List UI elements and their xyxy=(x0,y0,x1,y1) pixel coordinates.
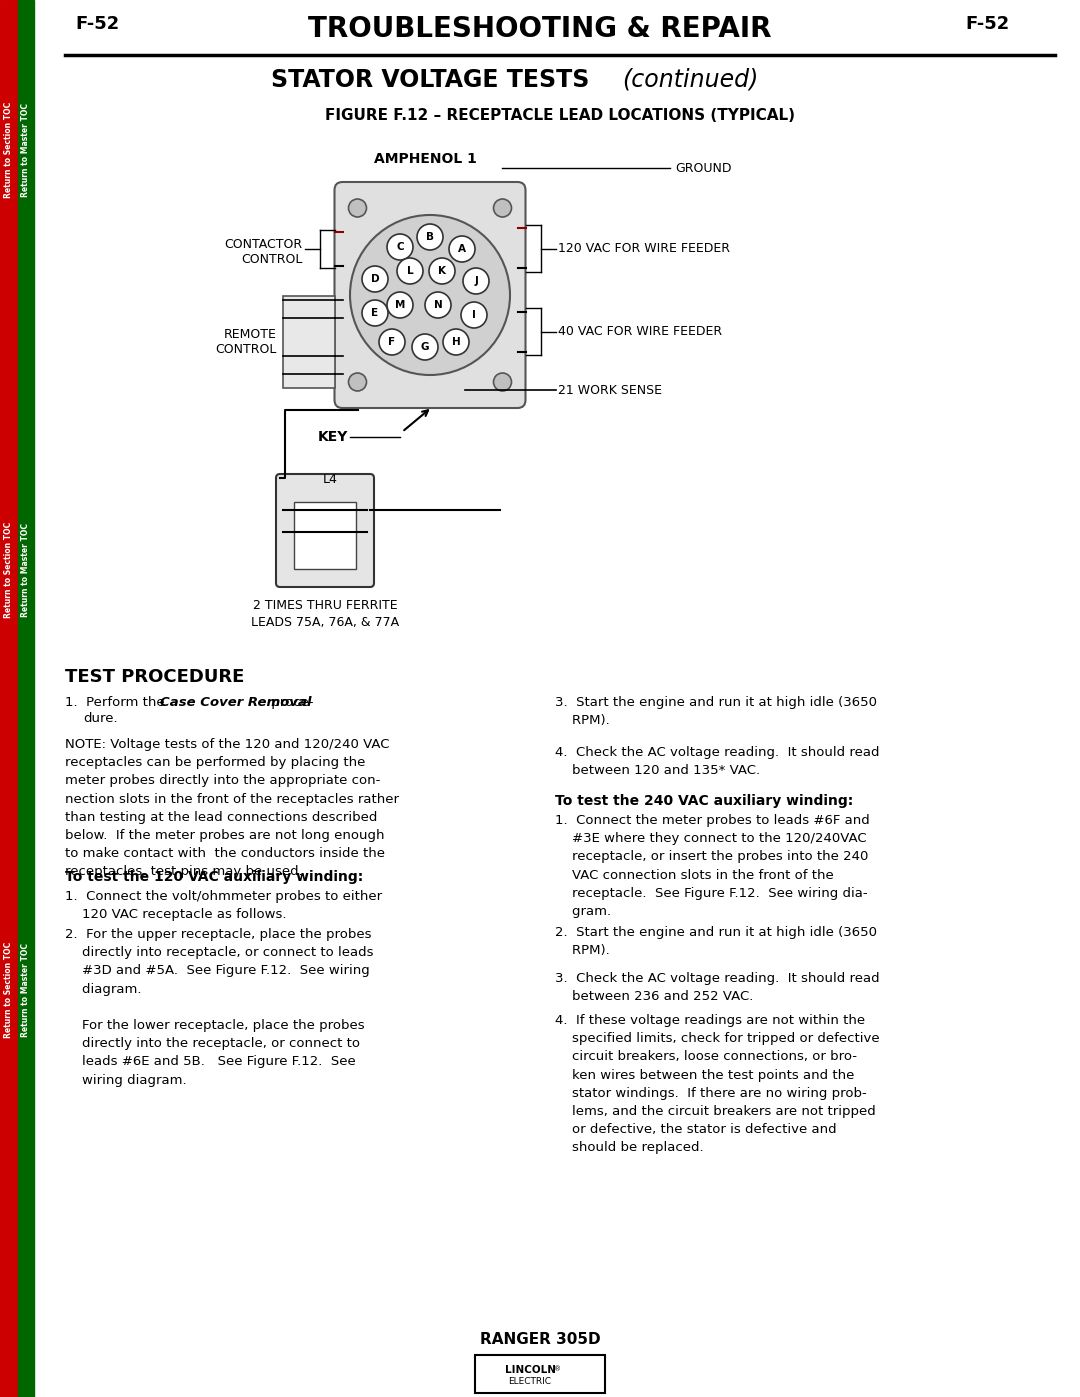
Text: 3.  Check the AC voltage reading.  It should read
    between 236 and 252 VAC.: 3. Check the AC voltage reading. It shou… xyxy=(555,972,879,1003)
Text: 3.  Start the engine and run it at high idle (3650
    RPM).: 3. Start the engine and run it at high i… xyxy=(555,696,877,728)
Circle shape xyxy=(387,235,413,260)
Circle shape xyxy=(387,292,413,319)
Text: Return to Section TOC: Return to Section TOC xyxy=(4,102,14,198)
Text: TROUBLESHOOTING & REPAIR: TROUBLESHOOTING & REPAIR xyxy=(308,15,772,43)
Text: I: I xyxy=(472,310,476,320)
Bar xyxy=(0,0,18,1397)
Text: D: D xyxy=(370,274,379,284)
Text: GROUND: GROUND xyxy=(675,162,731,175)
Text: A: A xyxy=(458,244,465,254)
Bar xyxy=(475,1355,605,1393)
Text: RANGER 305D: RANGER 305D xyxy=(480,1331,600,1347)
Text: L4: L4 xyxy=(323,474,337,486)
Circle shape xyxy=(362,300,388,326)
Text: C: C xyxy=(396,242,404,251)
Text: NOTE: Voltage tests of the 120 and 120/240 VAC
receptacles can be performed by p: NOTE: Voltage tests of the 120 and 120/2… xyxy=(65,738,399,879)
Text: AMPHENOL 1: AMPHENOL 1 xyxy=(374,152,476,166)
Text: ®: ® xyxy=(554,1366,562,1372)
Text: Return to Master TOC: Return to Master TOC xyxy=(22,103,30,197)
Text: STATOR VOLTAGE TESTS: STATOR VOLTAGE TESTS xyxy=(271,68,590,92)
Circle shape xyxy=(349,198,366,217)
Text: LINCOLN: LINCOLN xyxy=(504,1365,555,1375)
Circle shape xyxy=(411,334,438,360)
Text: Return to Section TOC: Return to Section TOC xyxy=(4,522,14,617)
Text: Case Cover Removal: Case Cover Removal xyxy=(160,696,311,710)
Circle shape xyxy=(379,330,405,355)
Text: (continued): (continued) xyxy=(622,68,758,92)
Circle shape xyxy=(417,224,443,250)
Text: M: M xyxy=(395,300,405,310)
Text: ELECTRIC: ELECTRIC xyxy=(509,1377,552,1386)
Text: 21 WORK SENSE: 21 WORK SENSE xyxy=(558,384,662,397)
Circle shape xyxy=(362,265,388,292)
Text: 1.  Perform the: 1. Perform the xyxy=(65,696,168,710)
Text: G: G xyxy=(421,342,429,352)
Circle shape xyxy=(463,268,489,293)
Text: KEY: KEY xyxy=(318,430,348,444)
Text: To test the 240 VAC auxiliary winding:: To test the 240 VAC auxiliary winding: xyxy=(555,793,853,807)
Text: 40 VAC FOR WIRE FEEDER: 40 VAC FOR WIRE FEEDER xyxy=(558,326,723,338)
Text: N: N xyxy=(434,300,443,310)
Text: Return to Master TOC: Return to Master TOC xyxy=(22,943,30,1037)
Text: 2.  Start the engine and run it at high idle (3650
    RPM).: 2. Start the engine and run it at high i… xyxy=(555,926,877,957)
Text: Return to Section TOC: Return to Section TOC xyxy=(4,942,14,1038)
Text: CONTACTOR
CONTROL: CONTACTOR CONTROL xyxy=(225,237,302,265)
Bar xyxy=(18,0,33,1397)
Text: E: E xyxy=(372,307,379,319)
Text: J: J xyxy=(474,277,478,286)
Circle shape xyxy=(461,302,487,328)
FancyBboxPatch shape xyxy=(335,182,526,408)
Text: To test the 120 VAC auxiliary winding:: To test the 120 VAC auxiliary winding: xyxy=(65,870,363,884)
Circle shape xyxy=(429,258,455,284)
Bar xyxy=(294,502,356,569)
Circle shape xyxy=(350,215,510,374)
Text: F-52: F-52 xyxy=(966,15,1010,34)
FancyBboxPatch shape xyxy=(276,474,374,587)
Circle shape xyxy=(443,330,469,355)
Circle shape xyxy=(426,292,451,319)
Text: proce-: proce- xyxy=(267,696,313,710)
Text: 1.  Connect the volt/ohmmeter probes to either
    120 VAC receptacle as follows: 1. Connect the volt/ohmmeter probes to e… xyxy=(65,890,382,921)
Text: F: F xyxy=(389,337,395,346)
Text: H: H xyxy=(451,337,460,346)
Circle shape xyxy=(349,373,366,391)
Text: Return to Master TOC: Return to Master TOC xyxy=(22,522,30,617)
Circle shape xyxy=(397,258,423,284)
Text: K: K xyxy=(438,265,446,277)
Circle shape xyxy=(494,198,512,217)
Text: FIGURE F.12 – RECEPTACLE LEAD LOCATIONS (TYPICAL): FIGURE F.12 – RECEPTACLE LEAD LOCATIONS … xyxy=(325,108,795,123)
Text: F-52: F-52 xyxy=(75,15,119,34)
Circle shape xyxy=(449,236,475,263)
Bar xyxy=(283,296,335,388)
Text: 4.  Check the AC voltage reading.  It should read
    between 120 and 135* VAC.: 4. Check the AC voltage reading. It shou… xyxy=(555,746,879,777)
Text: 1.  Connect the meter probes to leads #6F and
    #3E where they connect to the : 1. Connect the meter probes to leads #6F… xyxy=(555,814,869,918)
Text: B: B xyxy=(426,232,434,242)
Text: L: L xyxy=(407,265,414,277)
Text: 120 VAC FOR WIRE FEEDER: 120 VAC FOR WIRE FEEDER xyxy=(558,242,730,256)
Text: TEST PROCEDURE: TEST PROCEDURE xyxy=(65,668,244,686)
Text: REMOTE
CONTROL: REMOTE CONTROL xyxy=(215,328,276,356)
Text: 2 TIMES THRU FERRITE
LEADS 75A, 76A, & 77A: 2 TIMES THRU FERRITE LEADS 75A, 76A, & 7… xyxy=(251,599,400,629)
Text: 2.  For the upper receptacle, place the probes
    directly into receptacle, or : 2. For the upper receptacle, place the p… xyxy=(65,928,374,1087)
Text: 4.  If these voltage readings are not within the
    specified limits, check for: 4. If these voltage readings are not wit… xyxy=(555,1014,879,1154)
Text: dure.: dure. xyxy=(83,712,118,725)
Circle shape xyxy=(494,373,512,391)
